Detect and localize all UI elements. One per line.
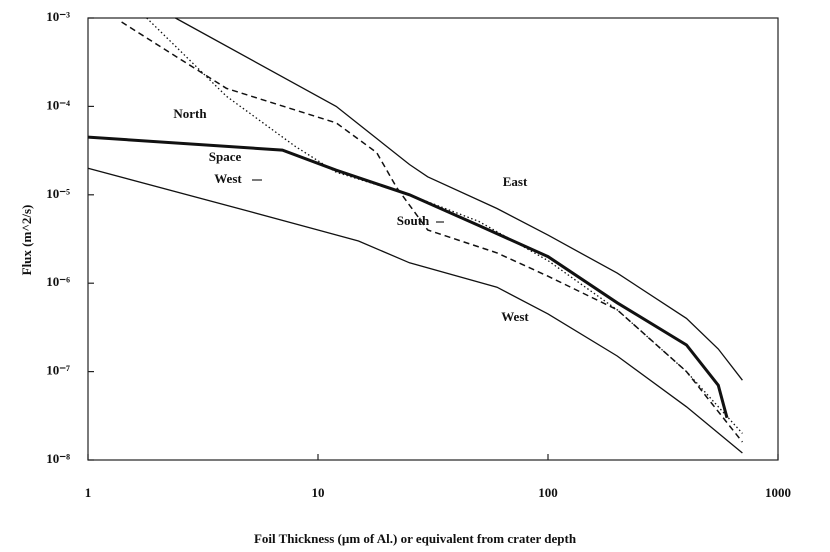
- series-line: [87, 135, 729, 419]
- x-tick-label: 1: [85, 485, 92, 500]
- series-label: South: [397, 213, 430, 228]
- series-label: Space: [209, 149, 242, 164]
- series-line: [121, 21, 743, 443]
- y-tick-label: 10⁻⁵: [46, 186, 70, 201]
- y-tick-label: 10⁻⁶: [46, 274, 70, 289]
- x-axis-label: Foil Thickness (µm of Al.) or equivalent…: [254, 531, 577, 546]
- series-label: West: [214, 171, 242, 186]
- y-tick-label: 10⁻⁴: [46, 97, 70, 112]
- series-line: [87, 167, 743, 454]
- series-label: North: [173, 106, 207, 121]
- y-tick-label: 10⁻⁷: [46, 363, 70, 378]
- series-line: [146, 17, 743, 434]
- x-tick-label: 1000: [765, 485, 791, 500]
- annotation: West: [501, 309, 529, 324]
- y-tick-label: 10⁻⁸: [46, 451, 70, 466]
- plot-frame: [87, 17, 779, 461]
- series-line: [175, 17, 743, 381]
- x-tick-label: 100: [538, 485, 558, 500]
- x-tick-label: 10: [312, 485, 325, 500]
- y-tick-label: 10⁻³: [46, 9, 70, 24]
- y-axis-label: Flux (m^2/s): [19, 205, 34, 276]
- series-label: East: [503, 174, 528, 189]
